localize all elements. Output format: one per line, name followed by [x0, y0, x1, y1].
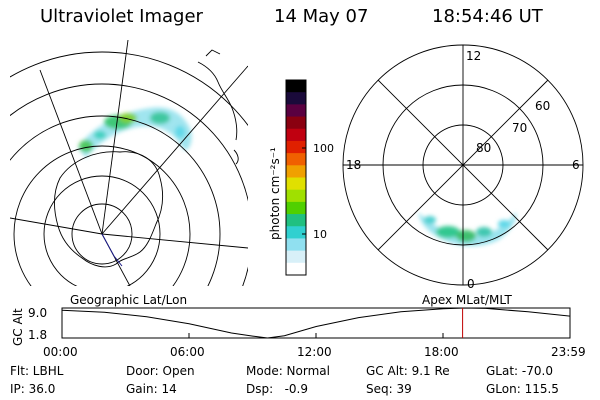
- mlt-label-18: 18: [346, 158, 361, 172]
- altitude-xtick-0600: 06:00: [170, 345, 205, 359]
- color-scale-bar: [285, 79, 307, 276]
- colorbar-segment: [286, 238, 306, 252]
- mode-info: Mode: Normal: [246, 364, 330, 378]
- colorbar-tick-100: 100: [313, 142, 334, 155]
- mlat-label-80: 80: [476, 141, 491, 155]
- geo-meridians: [10, 40, 248, 286]
- antarctica-coastline: [54, 151, 163, 268]
- altitude-ytick-top: 9.0: [28, 306, 47, 320]
- colorbar-segment: [286, 153, 306, 166]
- colorbar-segment: [286, 214, 306, 227]
- colorbar-segment: [286, 92, 306, 105]
- altitude-ytick-bottom: 1.8: [28, 328, 47, 342]
- magnetic-pole-line: [101, 233, 123, 267]
- mlat-label-70: 70: [512, 121, 527, 135]
- glon-info: GLon: 115.5: [486, 382, 559, 396]
- door-info: Door: Open: [126, 364, 195, 378]
- mlat-label-60: 60: [535, 99, 550, 113]
- coastline-fragment: [197, 49, 239, 165]
- dsp-info: Dsp: -0.9: [246, 382, 309, 396]
- colorbar-segment: [286, 201, 306, 215]
- magnetic-polar-panel: 12 18 6 0 60 70 80: [342, 44, 584, 291]
- colorbar-frame: [285, 79, 307, 276]
- colorbar-segment: [286, 226, 306, 239]
- instrument-title: Ultraviolet Imager: [40, 6, 203, 27]
- colorbar-segment: [286, 250, 306, 264]
- mlt-diagonal-2: [377, 79, 549, 251]
- colorbar-segment: [286, 189, 306, 203]
- gain-info: Gain: 14: [126, 382, 177, 396]
- filter-info: Flt: LBHL: [10, 364, 64, 378]
- geo-panel-label: Geographic Lat/Lon: [70, 293, 187, 307]
- colorbar-segment: [286, 165, 306, 178]
- colorbar-segment: [286, 128, 306, 142]
- colorbar-segment: [286, 177, 306, 191]
- geo-latitude-circles: [10, 51, 248, 286]
- altitude-xtick-0000: 00:00: [43, 345, 78, 359]
- colorbar-tick-10: 10: [313, 228, 327, 241]
- observation-date: 14 May 07: [274, 6, 369, 27]
- colorbar-segment: [286, 262, 306, 276]
- altitude-xtick-1200: 12:00: [297, 345, 332, 359]
- colorbar-segment: [286, 116, 306, 130]
- aurora-emission-mag: [418, 212, 517, 246]
- altitude-curve: [61, 307, 571, 339]
- ip-info: IP: 36.0: [10, 382, 56, 396]
- geographic-map-panel: [10, 40, 248, 286]
- altitude-ylabel: GC Alt: [11, 308, 25, 346]
- colorbar-unit-label: photon cm⁻²s⁻¹: [268, 147, 282, 240]
- colorbar-segment: [286, 140, 306, 154]
- altitude-xtick-1800: 18:00: [424, 345, 459, 359]
- mlt-label-12: 12: [466, 49, 481, 63]
- mag-panel-label: Apex MLat/MLT: [422, 293, 512, 307]
- colorbar-segment: [286, 80, 306, 93]
- altitude-xtick-2359: 23:59: [551, 345, 586, 359]
- glat-info: GLat: -70.0: [486, 364, 553, 378]
- gc-alt-info: GC Alt: 9.1 Re: [366, 364, 450, 378]
- observation-time: 18:54:46 UT: [432, 6, 543, 27]
- mlt-label-0: 0: [467, 277, 475, 291]
- mlt-label-6: 6: [572, 158, 580, 172]
- seq-info: Seq: 39: [366, 382, 412, 396]
- altitude-xticks: [61, 333, 571, 338]
- colorbar-segment: [286, 104, 306, 118]
